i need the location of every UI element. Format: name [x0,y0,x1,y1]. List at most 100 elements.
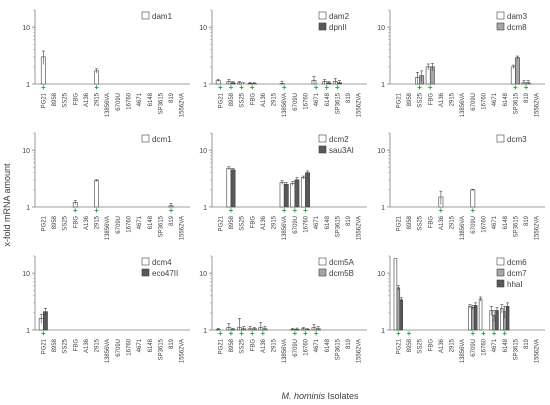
x-tick-label: 13856VA [105,216,111,240]
x-tick-label: SP3615 [335,92,341,114]
x-tick-label: 16760 [126,92,132,109]
bar-dcm7-6709U [471,307,475,331]
legend-swatch-eco47II [141,268,150,277]
y-tick-label: 10 [199,25,207,32]
x-tick-label: PG21 [396,215,402,231]
x-tick-label: A136 [261,215,267,230]
bar-hhaI-PG21 [399,299,403,331]
significance-marker: + [229,83,234,92]
x-tick-label: 6709U [293,339,299,357]
significance-marker: + [218,329,223,338]
x-tick-label: PG21 [218,92,224,108]
x-tick-label: 13856VA [282,216,288,240]
bar-dcm1-2915 [94,180,99,208]
x-tick-label: 8958 [229,215,235,229]
x-tick-label: 2915 [272,215,278,229]
x-tick-label: 6709U [471,93,477,111]
significance-marker: + [250,83,255,92]
significance-marker: + [218,83,223,92]
bar-dcm8-SP3615 [515,57,520,85]
x-tick-label: 4671 [492,215,498,229]
x-tick-label: 4671 [137,215,143,229]
legend-label-dcm8: dcm8 [507,23,527,32]
significance-marker: + [324,83,329,92]
significance-marker: + [470,329,475,338]
x-tick-label: SP3615 [158,215,164,237]
x-tick-label: 16760 [126,215,132,232]
bar-dcm6-PG21 [393,258,398,331]
x-tick-label: 4671 [137,92,143,106]
x-tick-label: 2915 [450,92,456,106]
x-tick-label: 8958 [407,215,413,229]
x-tick-label: 8958 [52,338,58,352]
x-tick-label: 819 [524,92,530,103]
significance-marker: + [502,329,507,338]
significance-marker: + [94,83,99,92]
x-tick-label: 4671 [137,338,143,352]
x-tick-label: SS25 [418,215,424,230]
legend-label-dcm7: dcm7 [507,269,527,278]
significance-marker: + [229,206,234,215]
significance-marker: + [229,329,234,338]
legend-label-dcm2: dcm2 [329,135,349,144]
x-tick-label: 6709U [116,216,122,234]
chart-panel-8: 110+ + + + + + + +PG21 8958 SS25 FBG A136 2915 13856V… [199,255,367,363]
legend-label-dcm5B: dcm5B [329,269,354,278]
x-tick-label: FBG [73,93,79,106]
x-tick-label: A136 [84,338,90,353]
x-tick-label: FBG [428,339,434,352]
x-tick-label: SS25 [240,92,246,107]
x-tick-label: 6148 [325,215,331,229]
x-tick-label: 6148 [325,92,331,106]
chart-panel-1: 110+ +PG21 8958 SS25 FBG A136 2915 13856VA 6709U… [22,9,190,117]
x-tick-label: SS25 [63,92,69,107]
significance-marker: + [261,329,266,338]
legend-label-dcm4: dcm4 [152,258,172,267]
x-tick-label: 13856VA [460,339,466,363]
y-tick-label: 1 [381,328,385,335]
legend-swatch-sau3AI [318,145,327,154]
y-tick-label: 1 [381,82,385,89]
legend-swatch-dcm2 [318,134,327,143]
legend-label-dam3: dam3 [507,12,528,21]
x-tick-label: 16760 [303,215,309,232]
x-tick-label: 15562VA [180,93,186,117]
x-tick-label: PG21 [41,338,47,354]
bar-sau3AI-8958 [230,169,236,208]
legend-swatch-dcm1 [141,134,150,143]
x-tick-label: 819 [346,92,352,103]
y-tick-label: 1 [26,328,30,335]
x-tick-label: 6148 [148,215,154,229]
x-tick-label: PG21 [41,215,47,231]
legend-label-dcm1: dcm1 [152,135,172,144]
significance-marker: + [335,83,340,92]
bar-dcm6-16760 [478,298,483,331]
legend-label-hhaI: hhaI [507,280,523,289]
x-tick-label: A136 [439,215,445,230]
x-tick-label: 6709U [116,339,122,357]
x-tick-label: FBG [250,93,256,106]
legend-swatch-dcm8 [496,22,505,31]
y-tick-label: 10 [199,148,207,155]
chart-panel-7: 1 10 +PG21 8958 SS25 FBG A136 2915 13856VA 6709U 1… [22,255,190,363]
x-tick-label: 15562VA [357,93,363,117]
x-tick-label: 819 [169,338,175,349]
bar-dcm6-6709U [468,306,472,331]
significance-marker: + [513,83,518,92]
y-tick-label: 10 [377,148,385,155]
x-tick-label: SS25 [418,338,424,353]
x-tick-label: 6709U [471,216,477,234]
x-tick-label: 819 [346,215,352,226]
x-tick-label: 6709U [293,216,299,234]
x-tick-label: 6148 [325,338,331,352]
significance-marker: + [524,83,529,92]
x-tick-label: 6148 [148,338,154,352]
x-tick-label: 6709U [471,339,477,357]
x-tick-label: 6148 [503,215,509,229]
bar-dcm2-16760 [300,177,306,208]
significance-marker: + [407,329,412,338]
significance-marker: + [41,329,46,338]
x-tick-label: FBG [73,339,79,352]
